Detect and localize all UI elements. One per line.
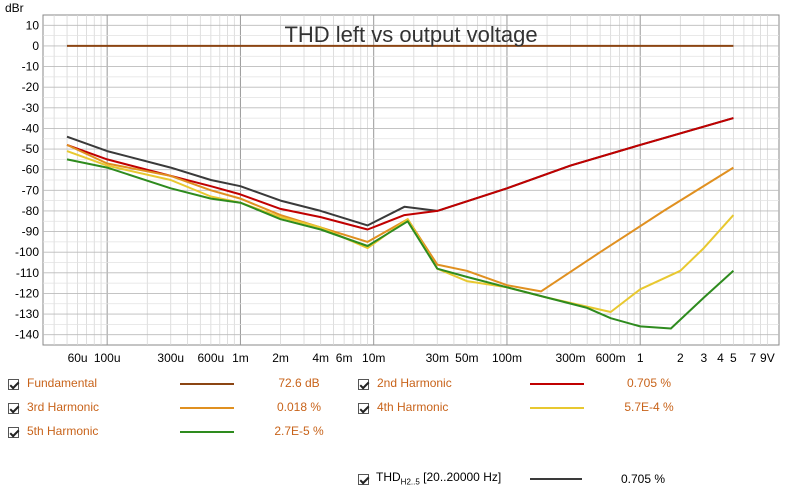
legend-item-thd[interactable]: THDH2..5 [20..20000 Hz] 0.705 % xyxy=(358,470,698,488)
x-tick-label: 5 xyxy=(730,351,737,365)
y-tick-label: -40 xyxy=(22,121,40,135)
y-tick-label: -130 xyxy=(15,307,39,321)
legend-item-3rd-harmonic[interactable]: 3rd Harmonic 0.018 % xyxy=(8,399,348,417)
thd-label: THDH2..5 [20..20000 Hz] xyxy=(376,470,502,487)
y-tick-label: -10 xyxy=(22,60,40,74)
x-tick-label: 10m xyxy=(362,351,385,365)
legend-item-fundamental[interactable]: Fundamental 72.6 dB xyxy=(8,375,348,393)
x-axis: 60u 100u 300u 600u 1m 2m 4m 6m 10m 30m 50m 100m 300m… xyxy=(68,351,775,365)
x-tick-label: 30m xyxy=(426,351,449,365)
x-tick-label: 4 xyxy=(717,351,724,365)
y-tick-label: -90 xyxy=(22,225,40,239)
thd-chart: 10 0 -10 -20 -30 -40 -50 -60 -70 -80 -90 -100 -110 -1… xyxy=(5,1,780,365)
y-tick-label: -70 xyxy=(22,183,40,197)
legend-item-2nd-harmonic[interactable]: 2nd Harmonic 0.705 % xyxy=(358,375,698,393)
legend-label: 3rd Harmonic xyxy=(27,400,100,414)
grid xyxy=(43,15,779,345)
x-tick-label: 4m xyxy=(312,351,329,365)
legend-value: 0.705 % xyxy=(626,376,672,390)
x-tick-label: 7 xyxy=(749,351,756,365)
fundamental-checkbox[interactable] xyxy=(8,378,19,390)
y-tick-label: -30 xyxy=(22,101,40,115)
series-lines xyxy=(66,44,735,330)
y-tick-label: -60 xyxy=(22,163,40,177)
y-tick-label: -100 xyxy=(15,245,39,259)
x-tick-label: 50m xyxy=(455,351,478,365)
y-tick-label: -50 xyxy=(22,142,40,156)
x-tick-label: 9V xyxy=(760,351,775,365)
x-tick-label: 100m xyxy=(492,351,522,365)
x-tick-label: 6m xyxy=(336,351,353,365)
2nd-harmonic-checkbox[interactable] xyxy=(358,378,369,390)
legend-label: 4th Harmonic xyxy=(377,400,449,414)
legend-line-sample xyxy=(530,383,584,385)
thd-line-sample xyxy=(530,478,582,480)
y-tick-label: -80 xyxy=(22,204,40,218)
x-tick-label: 300u xyxy=(157,351,184,365)
x-tick-label: 1 xyxy=(637,351,644,365)
series-line-3rd-harmonic xyxy=(66,143,734,293)
x-tick-label: 600m xyxy=(596,351,626,365)
series-line-5th-harmonic xyxy=(66,158,735,330)
y-tick-label: 0 xyxy=(32,39,39,53)
legend-label: Fundamental xyxy=(27,376,98,390)
legend-value: 72.6 dB xyxy=(278,376,320,390)
x-tick-label: 300m xyxy=(556,351,586,365)
x-tick-label: 1m xyxy=(232,351,249,365)
y-tick-label: -20 xyxy=(22,80,40,94)
legend-line-sample xyxy=(180,383,234,385)
legend-value: 5.7E-4 % xyxy=(624,400,674,414)
legend-item-5th-harmonic[interactable]: 5th Harmonic 2.7E-5 % xyxy=(8,423,348,441)
x-tick-label: 600u xyxy=(198,351,225,365)
y-axis: 10 0 -10 -20 -30 -40 -50 -60 -70 -80 -90 -100 -110 -1… xyxy=(15,18,39,341)
x-tick-label: 2 xyxy=(677,351,684,365)
legend-line-sample xyxy=(530,407,584,409)
y-axis-label: dBr xyxy=(5,1,24,15)
thd-checkbox[interactable] xyxy=(358,473,369,485)
x-tick-label: 2m xyxy=(272,351,289,365)
legend-label: 2nd Harmonic xyxy=(377,376,452,390)
legend-value: 0.018 % xyxy=(276,400,322,414)
legend-item-4th-harmonic[interactable]: 4th Harmonic 5.7E-4 % xyxy=(358,399,698,417)
chart-title: THD left vs output voltage xyxy=(284,22,537,47)
x-tick-label: 60u xyxy=(68,351,88,365)
legend-line-sample xyxy=(180,407,234,409)
y-tick-label: 10 xyxy=(26,18,40,32)
x-tick-label: 100u xyxy=(94,351,121,365)
legend-line-sample xyxy=(180,431,234,433)
y-tick-label: -110 xyxy=(16,266,39,280)
x-tick-label: 3 xyxy=(700,351,707,365)
legend-label: 5th Harmonic xyxy=(27,424,99,438)
y-tick-label: -120 xyxy=(15,286,39,300)
3rd-harmonic-checkbox[interactable] xyxy=(8,402,19,414)
legend-value: 2.7E-5 % xyxy=(274,424,324,438)
thd-value: 0.705 % xyxy=(620,472,666,486)
5th-harmonic-checkbox[interactable] xyxy=(8,426,19,438)
4th-harmonic-checkbox[interactable] xyxy=(358,402,369,414)
y-tick-label: -140 xyxy=(15,328,39,342)
